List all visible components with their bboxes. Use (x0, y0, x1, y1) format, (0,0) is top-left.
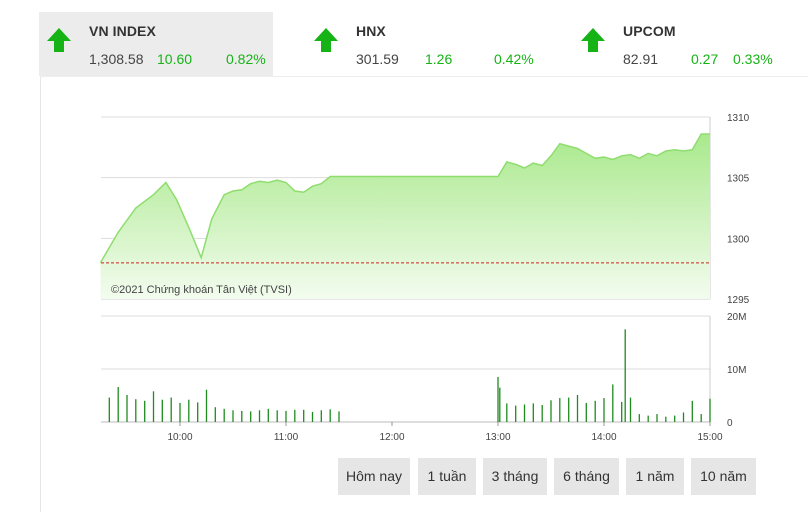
range-button-10-years[interactable]: 10 năm (691, 458, 756, 495)
price-axis-tick-label: 1300 (727, 234, 750, 245)
price-axis-tick-label: 1310 (727, 113, 750, 124)
index-name: VN INDEX (89, 23, 156, 39)
index-percent: 0.42% (494, 51, 534, 67)
range-button-today[interactable]: Hôm nay (338, 458, 410, 495)
time-axis-tick-label: 10:00 (167, 432, 192, 443)
index-chart: 1310 1305 1300 1295 20M 10M 0 10:00 11:00 12:00 1… (99, 113, 750, 443)
index-name: HNX (356, 23, 386, 39)
chart-panel: 1310 1305 1300 1295 20M 10M 0 10:00 11:00 12:00 1… (40, 76, 808, 512)
index-percent: 0.82% (226, 51, 266, 67)
time-axis-tick-label: 11:00 (274, 432, 299, 443)
up-arrow-icon (581, 28, 605, 52)
up-arrow-icon (47, 28, 71, 52)
range-button-6-months[interactable]: 6 tháng (554, 458, 619, 495)
time-axis-tick-label: 14:00 (591, 432, 616, 443)
index-tabs: VN INDEX 1,308.58 10.60 0.82% HNX 301.59 1.… (0, 0, 808, 76)
up-arrow-icon (314, 28, 338, 52)
price-line (99, 133, 710, 263)
index-value: 301.59 (356, 51, 399, 67)
volume-axis-tick-label: 20M (727, 312, 746, 323)
volume-axis-tick-label: 10M (727, 365, 746, 376)
range-button-1-week[interactable]: 1 tuần (418, 458, 476, 495)
index-value: 82.91 (623, 51, 659, 67)
index-change: 10.60 (157, 51, 193, 67)
index-value: 1,308.58 (89, 51, 144, 67)
index-change: 1.26 (425, 51, 453, 67)
range-button-3-months[interactable]: 3 tháng (483, 458, 547, 495)
time-axis-tick-label: 12:00 (379, 432, 404, 443)
price-area (100, 134, 710, 299)
volume-axis-tick-label: 0 (727, 418, 733, 429)
price-axis-tick-label: 1295 (727, 295, 750, 306)
index-tab-vnindex[interactable]: VN INDEX 1,308.58 10.60 0.82% (39, 12, 273, 76)
index-percent: 0.33% (733, 51, 773, 67)
price-axis-tick-label: 1305 (727, 174, 750, 185)
price-chart: 1310 1305 1300 1295 (99, 113, 750, 306)
time-axis-tick-label: 13:00 (485, 432, 510, 443)
volume-chart: 20M 10M 0 10:00 11:00 12:00 13:00 14:00 15:00 (101, 312, 746, 443)
range-button-1-year[interactable]: 1 năm (626, 458, 684, 495)
index-tab-upcom[interactable]: UPCOM 82.91 0.27 0.33% (573, 12, 807, 76)
watermark: ©2021 Chứng khoán Tân Việt (TVSI) (111, 284, 292, 296)
index-tab-hnx[interactable]: HNX 301.59 1.26 0.42% (306, 12, 540, 76)
index-name: UPCOM (623, 23, 676, 39)
time-axis-tick-label: 15:00 (697, 432, 722, 443)
index-change: 0.27 (691, 51, 719, 67)
